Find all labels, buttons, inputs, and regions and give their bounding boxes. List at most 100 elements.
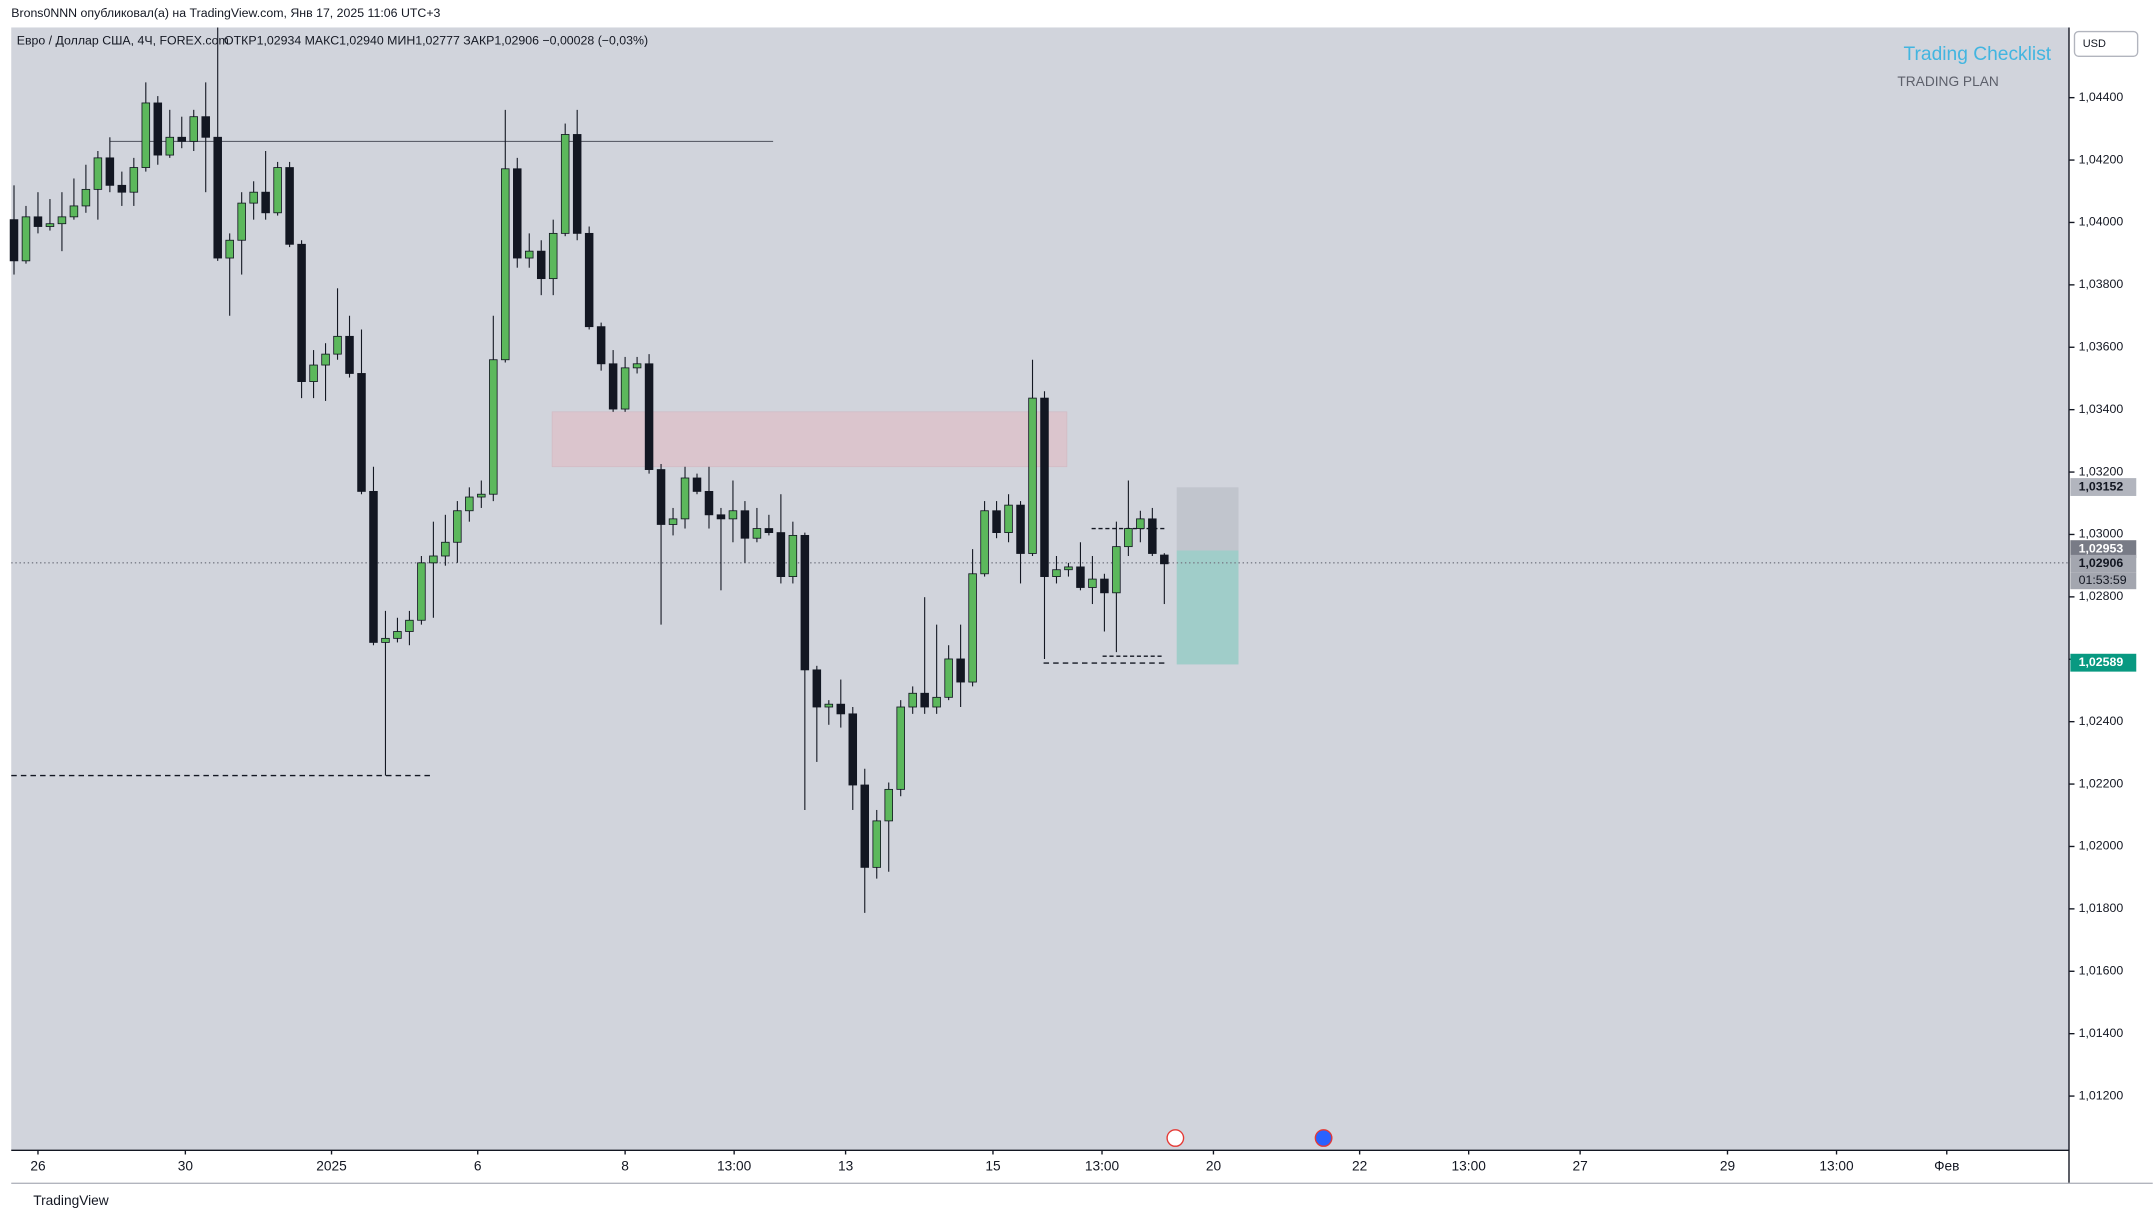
candle-body [536, 250, 546, 280]
symbol: Евро / Доллар США, 4Ч, FOREX.com [17, 33, 229, 47]
y-tick-label: 1,04400 [2079, 90, 2124, 104]
candle-body [1028, 397, 1037, 554]
candle-body [45, 223, 55, 227]
x-tick-label: 13:00 [717, 1158, 752, 1173]
candle-body [1004, 504, 1013, 534]
candle-body [129, 167, 139, 193]
candle-body [968, 573, 977, 683]
price-badge-label: 1,03152 [2079, 479, 2124, 493]
candle-body [213, 136, 222, 259]
y-tick-label: 1,02200 [2079, 776, 2124, 790]
candle-body [357, 373, 366, 492]
candle-body [465, 496, 474, 512]
y-tick-label: 1,03800 [2079, 277, 2124, 291]
candle-body [321, 353, 330, 366]
y-tick-label: 1,01400 [2079, 1026, 2124, 1040]
candle-body [201, 116, 210, 138]
candle-body [1160, 554, 1169, 565]
candle-body [764, 528, 774, 534]
candle-body [680, 477, 690, 520]
event-icon[interactable] [1166, 1129, 1185, 1147]
candle-body [237, 202, 246, 241]
price-badge [2070, 540, 2137, 559]
target-zone [1176, 550, 1239, 665]
stop-zone [1176, 487, 1239, 551]
price-badge-label: 1,02953 [2079, 541, 2124, 555]
checklist-subtitle: TRADING PLAN [1897, 74, 1998, 89]
candle-body [824, 703, 834, 708]
candle-body [81, 188, 91, 207]
price-badge [2070, 554, 2137, 573]
candle-body [1016, 504, 1025, 554]
candle-body [920, 692, 929, 708]
supply-zone [551, 411, 1068, 468]
x-tick-label: 26 [30, 1158, 46, 1173]
x-tick-label: 13 [838, 1158, 854, 1173]
x-tick-label: 2025 [316, 1158, 347, 1173]
candle-body [524, 250, 534, 259]
currency-button[interactable] [2073, 30, 2139, 57]
candle-body [225, 239, 234, 259]
y-tick-label: 1,03400 [2079, 402, 2124, 416]
candle-body [369, 490, 378, 643]
candle-body [944, 658, 953, 698]
candle-body [249, 191, 258, 204]
candle-body [1112, 546, 1121, 594]
candle-body [620, 367, 630, 410]
x-tick-label: 6 [474, 1158, 482, 1173]
candle-body [1124, 528, 1133, 548]
currency[interactable]: USD [2083, 38, 2106, 50]
candle-body [333, 335, 342, 355]
y-tick-label: 1,04200 [2079, 152, 2124, 166]
event-icon[interactable] [1314, 1129, 1333, 1147]
price-badge-label: 1,02906 [2079, 556, 2124, 570]
candle-body [453, 510, 462, 543]
candle-body [9, 219, 19, 262]
candle-body [1136, 518, 1145, 529]
y-tick-label: 1,02400 [2079, 714, 2124, 728]
candle-body [644, 363, 654, 470]
candle-body [105, 157, 115, 186]
candle-body [572, 134, 582, 234]
candle-body [489, 359, 498, 495]
y-tick-label: 1,01600 [2079, 964, 2124, 978]
x-tick-label: 15 [985, 1158, 1001, 1173]
candle-body [728, 510, 738, 520]
candle-body [1076, 566, 1085, 588]
x-tick-label: 13:00 [1085, 1158, 1120, 1173]
candle-body [872, 820, 881, 868]
x-tick-label: 27 [1572, 1158, 1587, 1173]
candle-body [273, 167, 282, 214]
y-tick-label: 1,02800 [2079, 589, 2124, 603]
candle-body [189, 116, 198, 142]
candle-body [141, 102, 151, 168]
candle-body [608, 363, 618, 410]
candle-body [884, 788, 893, 822]
x-tick-label: 8 [621, 1158, 629, 1173]
candle-body [513, 168, 522, 259]
candle-body [261, 191, 270, 214]
candle-body [656, 469, 666, 525]
candle-body [548, 232, 558, 280]
footer-logo: TradingView [33, 1193, 109, 1208]
candle-body [1148, 518, 1157, 554]
candle-body [740, 510, 750, 539]
candle-body [285, 167, 294, 245]
candle-body [752, 528, 762, 539]
candle-body [429, 555, 438, 564]
candle-body [896, 706, 905, 790]
candle-body [860, 784, 870, 868]
x-tick-label: 30 [178, 1158, 194, 1173]
candle-body [1040, 397, 1049, 577]
candle-body [812, 669, 822, 708]
candle-body [93, 157, 103, 190]
plot-area [11, 27, 2069, 1151]
candle-body [69, 205, 79, 218]
candle-body [57, 216, 67, 225]
countdown: 01:53:59 [2079, 573, 2127, 587]
y-tick-label: 1,03600 [2079, 340, 2124, 354]
candle-body [788, 534, 798, 577]
y-tick-label: 1,01200 [2079, 1088, 2124, 1102]
x-tick-label: 29 [1720, 1158, 1735, 1173]
